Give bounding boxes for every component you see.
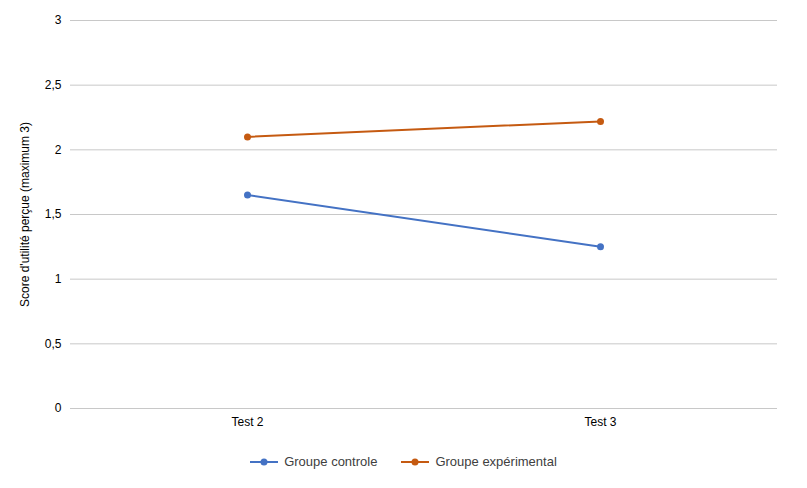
svg-text:Score d'utilité perçue (maximu: Score d'utilité perçue (maximum 3) bbox=[18, 122, 32, 307]
html-text:Groupe controle: Groupe controle bbox=[284, 454, 378, 469]
svg-text:1,5: 1,5 bbox=[45, 207, 62, 221]
svg-text:2,5: 2,5 bbox=[45, 78, 62, 92]
svg-text:0: 0 bbox=[55, 401, 62, 415]
html-text:Groupe expérimental: Groupe expérimental bbox=[435, 454, 557, 469]
svg-text:3: 3 bbox=[55, 13, 62, 27]
svg-text:0,5: 0,5 bbox=[45, 337, 62, 351]
svg-text:1: 1 bbox=[55, 272, 62, 286]
svg-text:Test 3: Test 3 bbox=[584, 415, 616, 429]
svg-text:Test 2: Test 2 bbox=[231, 415, 263, 429]
svg-text:2: 2 bbox=[55, 143, 62, 157]
